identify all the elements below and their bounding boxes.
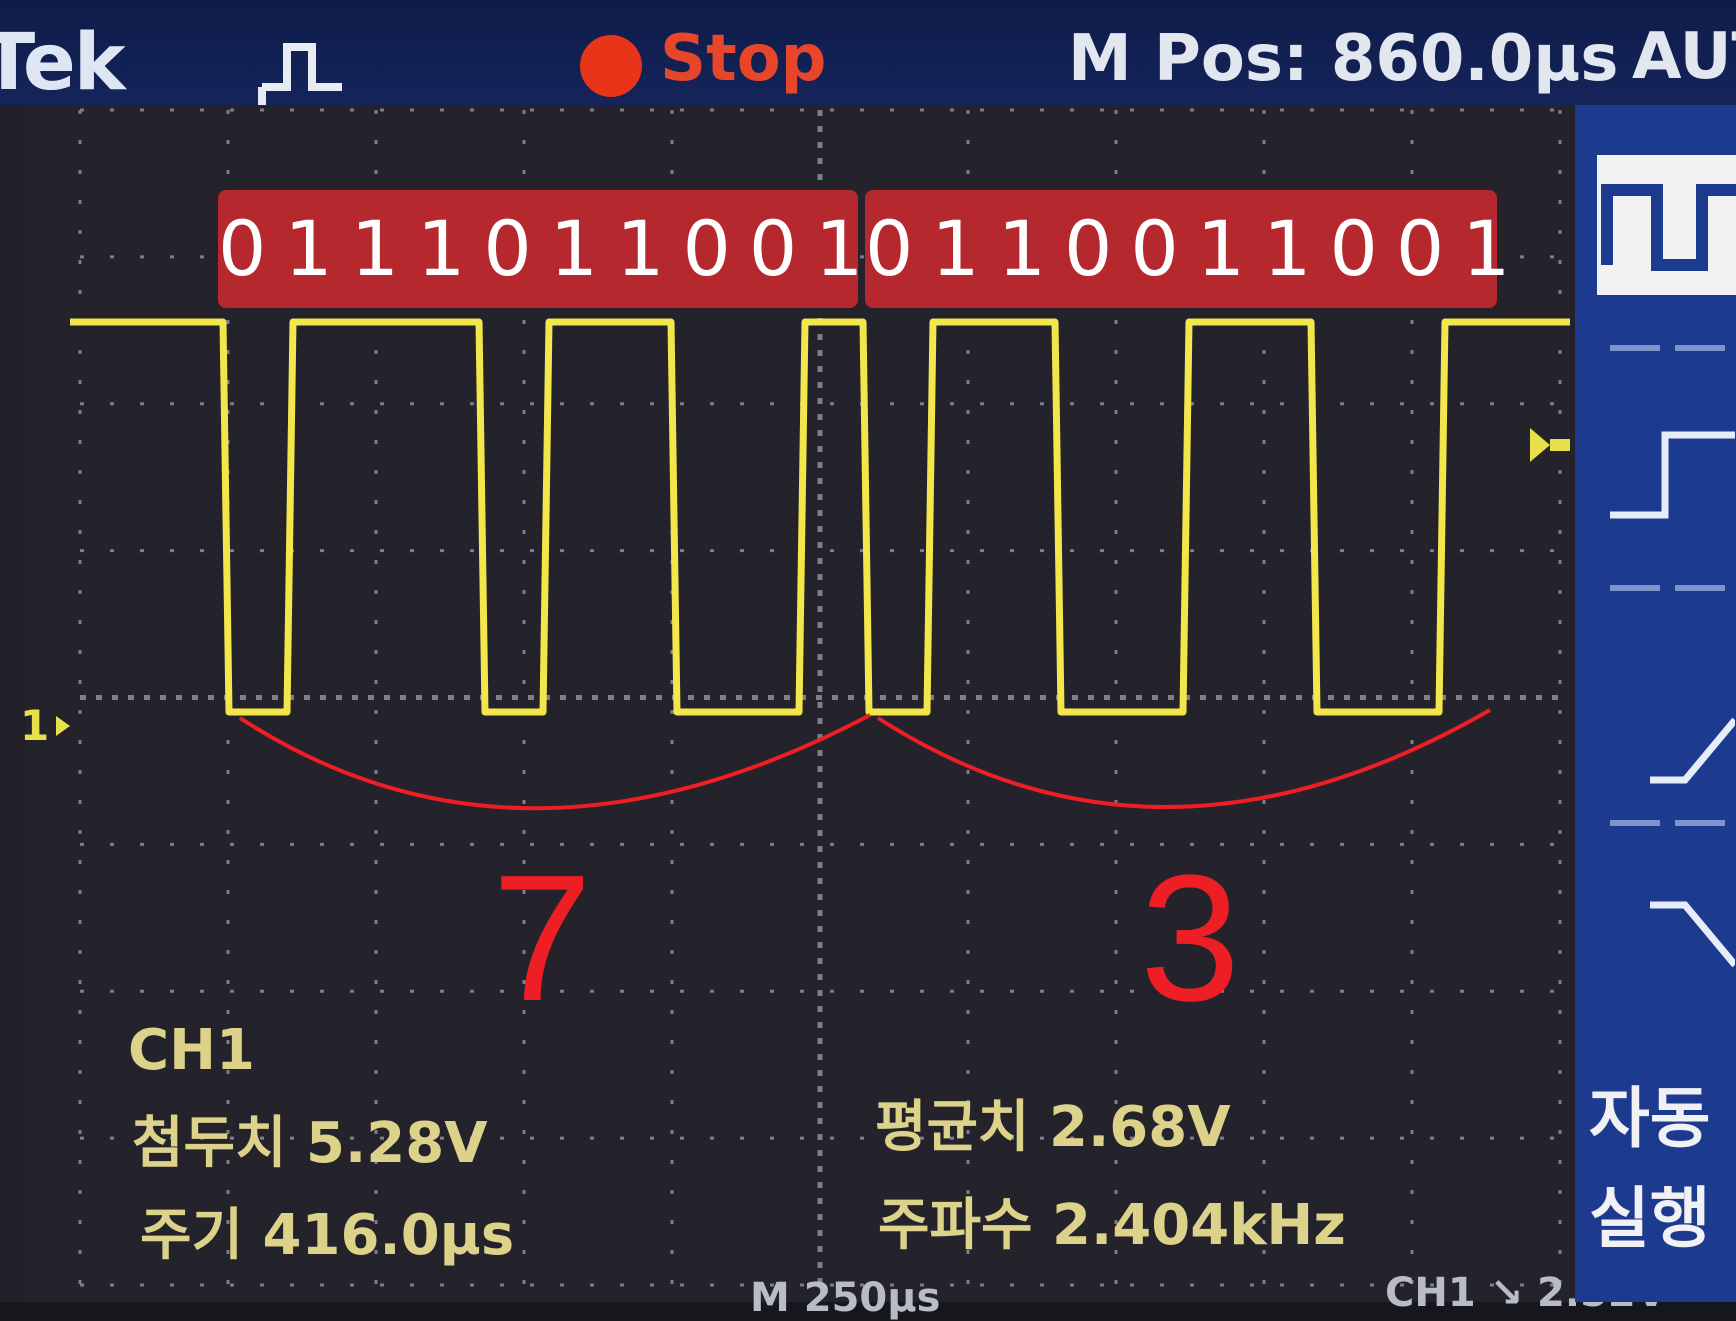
ground-marker-icon [56, 716, 70, 736]
square-wave-icon [1601, 184, 1736, 271]
menu-separator [1610, 345, 1660, 351]
channel-marker: 1 [20, 701, 49, 750]
ch1-waveform-line [70, 318, 1570, 716]
frequency-readout: 주파수 2.404kHz [878, 1193, 1346, 1258]
side-menu: 자동 실행 [1575, 105, 1736, 1302]
auto-label[interactable]: 자동 [1589, 1080, 1711, 1157]
timebase-readout: M 250µs [750, 1275, 941, 1321]
peak-to-peak-readout: 첨두치 5.28V [132, 1111, 488, 1176]
menu-separator [1675, 820, 1725, 826]
period-readout: 주기 416.0µs [140, 1203, 515, 1268]
stop-indicator-icon [580, 35, 642, 97]
bits-label-left: 0111011001 [218, 190, 864, 308]
menu-separator [1610, 820, 1660, 826]
bits-label-right: 0110011001 [865, 190, 1511, 308]
menu-separator [1675, 345, 1725, 351]
edge-trigger-button[interactable] [1597, 155, 1736, 295]
run-status[interactable]: Stop [660, 22, 827, 96]
decoded-digit-right: 3 [1140, 838, 1241, 1039]
rising-edge-icon[interactable] [1605, 415, 1735, 525]
run-label[interactable]: 실행 [1589, 1180, 1711, 1257]
trigger-mode: AUTO [1632, 20, 1736, 94]
brand-logo: Tek [0, 18, 126, 108]
slope-rising-icon[interactable] [1645, 690, 1735, 790]
bit-braces [238, 708, 1491, 811]
mean-readout: 평균치 2.68V [875, 1095, 1231, 1160]
horizontal-position: M Pos: 860.0µs [1068, 22, 1619, 96]
ch1-trace [70, 318, 1570, 716]
status-bar: Tek Stop M Pos: 860.0µs AUTO [0, 0, 1736, 157]
slope-falling-icon[interactable] [1645, 885, 1735, 985]
measurement-channel: CH1 [128, 1018, 255, 1083]
menu-separator [1610, 585, 1660, 591]
trigger-level-icon [1530, 428, 1570, 462]
menu-separator [1675, 585, 1725, 591]
decoded-digit-left: 7 [492, 838, 593, 1039]
